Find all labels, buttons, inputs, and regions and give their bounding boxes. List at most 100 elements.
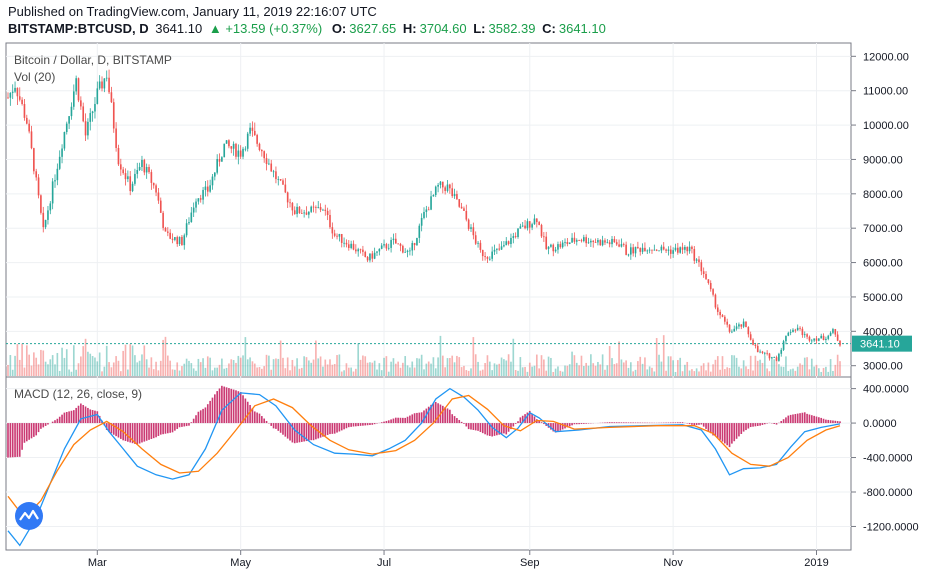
histogram-bar (138, 423, 141, 444)
candle-body (810, 340, 813, 342)
volume-bar (16, 344, 19, 376)
histogram-bar (300, 423, 303, 442)
candle-body (571, 237, 573, 243)
volume-bar (178, 370, 181, 376)
candle-body (514, 236, 517, 237)
candle-body (11, 91, 14, 93)
candle-body (91, 111, 94, 114)
histogram-bar (371, 423, 374, 425)
volume-bar (176, 362, 179, 376)
histogram-bar (190, 422, 193, 424)
candle-body (787, 332, 790, 336)
candle-body (646, 250, 649, 252)
volume-bar (352, 371, 355, 376)
candle-body (503, 245, 505, 247)
volume-bar (580, 355, 583, 376)
candle-body (350, 243, 352, 248)
candle-body (75, 78, 77, 92)
candle-body (275, 171, 277, 180)
volume-bar (815, 364, 818, 376)
histogram-bar (77, 405, 80, 424)
histogram-bar (185, 423, 188, 427)
histogram-bar (418, 412, 421, 424)
candle-body (232, 143, 235, 149)
volume-bar (322, 366, 324, 376)
candle-body (18, 96, 21, 100)
histogram-bar (143, 423, 146, 442)
macd-tick-label: -800.0000 (863, 487, 913, 499)
histogram-bar (329, 423, 331, 435)
histogram-bar (613, 422, 616, 424)
candle-body (185, 223, 188, 236)
candle-body (366, 256, 369, 261)
volume-bar (181, 366, 183, 376)
candle-body (611, 238, 613, 245)
volume-bar (780, 366, 783, 376)
candle-body (735, 326, 738, 329)
volume-bar (486, 355, 489, 376)
candle-body (479, 242, 482, 250)
candle-body (270, 163, 273, 172)
histogram-bar (707, 423, 710, 432)
volume-bar (766, 368, 768, 376)
candle-body (749, 334, 752, 340)
candle-body (411, 243, 414, 251)
histogram-bar (61, 414, 63, 424)
histogram-bar (434, 401, 437, 424)
axes: 3000.00 4000.00 5000.00 6000.00 7000.00 8000.… (6, 51, 919, 569)
histogram-bar (218, 388, 221, 424)
candle-body (566, 241, 569, 244)
time-tick-label: Nov (663, 557, 683, 569)
volume-bar (571, 351, 573, 376)
candle-body (155, 185, 157, 193)
volume-bar (423, 369, 425, 376)
volume-bar (392, 358, 395, 376)
candle-body (719, 311, 721, 316)
volume-bar (630, 362, 632, 376)
volume-bar (592, 363, 595, 376)
histogram-bar (347, 423, 350, 428)
volume-bar (96, 361, 99, 376)
histogram-bar (350, 423, 352, 427)
candle-body (44, 219, 47, 228)
histogram-bar (486, 423, 489, 436)
price-tick-label: 9000.00 (863, 154, 903, 166)
candle-body (263, 151, 266, 159)
histogram-bar (214, 394, 216, 424)
volume-bar (618, 341, 620, 376)
macd-tick-label: -400.0000 (863, 453, 913, 465)
volume-bar (185, 358, 188, 376)
candle-body (465, 210, 468, 220)
volume-bar (336, 355, 338, 376)
volume-bar (458, 357, 461, 376)
volume-bar (644, 357, 646, 376)
histogram-bar (21, 423, 23, 450)
candle-body (533, 218, 536, 225)
histogram-bar (721, 423, 724, 442)
histogram-bar (195, 415, 197, 424)
volume-bar (63, 357, 66, 376)
histogram-bar (808, 414, 811, 424)
candle-body (740, 324, 743, 327)
volume-bar (315, 340, 317, 376)
candle-body (625, 244, 627, 255)
candle-body (127, 176, 129, 180)
tradingview-logo-icon[interactable] (15, 502, 43, 530)
volume-bar (474, 354, 477, 376)
volume-bar (521, 367, 524, 376)
candle-body (552, 244, 555, 252)
volume-bar (157, 370, 160, 376)
histogram-bar (580, 423, 583, 425)
candle-body (543, 236, 545, 238)
histogram-bar (810, 415, 813, 424)
volume-bar (590, 354, 592, 376)
candle-body (684, 246, 686, 250)
volume-bar (444, 367, 446, 376)
candle-body (669, 249, 672, 254)
volume-bar (37, 364, 40, 376)
histogram-bar (785, 417, 787, 424)
volume-bar (183, 363, 186, 376)
volume-bar (496, 364, 498, 376)
histogram-bar (813, 415, 815, 424)
